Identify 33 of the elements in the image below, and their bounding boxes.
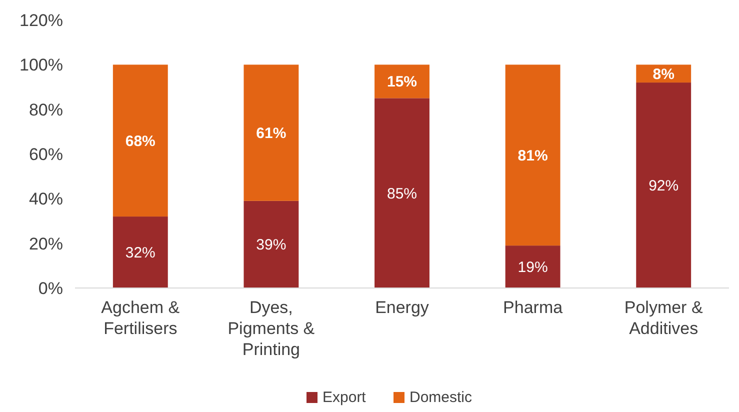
bar (244, 64, 299, 201)
legend-label: Export (322, 389, 367, 406)
data-label: 15% (386, 74, 418, 91)
bar (374, 98, 430, 288)
bar (244, 200, 299, 288)
bar (505, 64, 560, 246)
data-label: 19% (518, 259, 548, 276)
bar (374, 64, 430, 98)
bar (112, 64, 168, 217)
y-tick-label: 60% (28, 144, 63, 164)
x-tick-label: Pharma (503, 298, 564, 317)
x-tick-label: Energy (375, 298, 430, 317)
y-tick-label: 40% (28, 190, 63, 209)
bar (505, 246, 560, 288)
data-label: 39% (256, 236, 286, 254)
bar (112, 216, 168, 288)
y-tick-label: 20% (28, 234, 63, 254)
data-label: 92% (648, 178, 679, 195)
bar (636, 82, 692, 288)
x-tick-label: Polymer & Additives (624, 298, 704, 338)
data-label: 8% (652, 66, 674, 83)
data-label: 32% (125, 244, 156, 262)
x-tick-label: Agchem & Fertilisers (101, 298, 180, 338)
y-tick-label: 100% (20, 56, 63, 75)
data-label: 61% (256, 125, 286, 142)
data-label: 68% (125, 132, 156, 150)
data-label: 81% (518, 147, 548, 164)
y-tick-label: 120% (20, 10, 63, 30)
legend-label: Domestic (410, 389, 473, 406)
y-tick-label: 80% (28, 100, 63, 120)
data-label: 85% (386, 185, 418, 202)
y-tick-label: 0% (38, 278, 63, 298)
x-tick-label: Dyes, Pigments & Printing (228, 298, 316, 359)
